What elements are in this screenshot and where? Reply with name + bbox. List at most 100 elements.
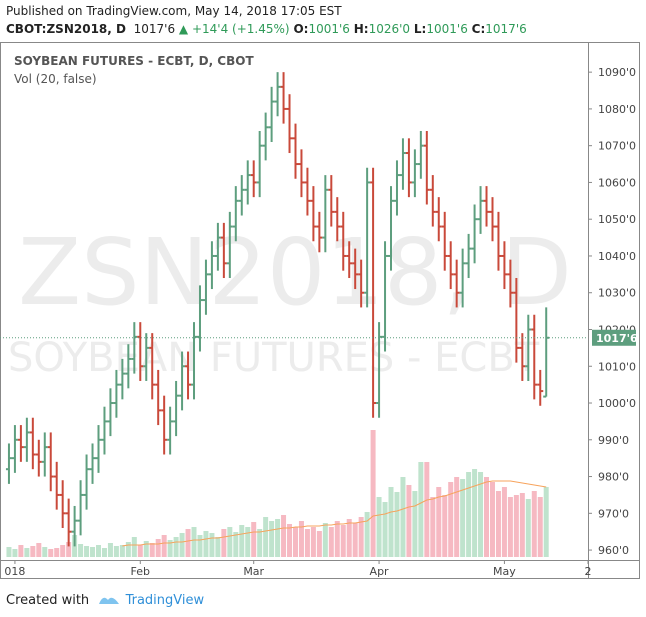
volume-bar [60,545,66,557]
volume-bar [382,502,388,557]
low: 1001'6 [426,22,468,36]
volume-bar [334,521,340,557]
volume-bar [36,543,42,557]
footer: Created with TradingView [6,590,204,608]
y-tick-label: 1040'0 [598,250,636,263]
volume-bar [352,523,358,557]
chart-subtitle: Vol (20, false) [14,72,97,86]
volume-bar [209,533,215,557]
x-tick-label: 2 [585,565,592,578]
volume-bar [412,491,418,557]
volume-bar [394,492,400,557]
volume-bar [84,546,90,557]
tv-logo [99,597,120,604]
volume-bar [125,542,131,557]
volume-bar [257,529,263,557]
volume-bar [131,537,137,557]
volume-bar [227,527,233,557]
volume-bar [78,544,84,557]
y-tick-label: 960'0 [598,544,629,557]
volume-bar [346,519,352,557]
volume-bar [322,523,328,557]
volume-bar [376,497,382,557]
volume-bar [442,495,448,557]
y-tick-label: 1030'0 [598,287,636,300]
volume-bar [179,533,185,557]
volume-bar [316,531,322,557]
volume-bar [90,547,96,557]
volume-bar [513,495,519,557]
volume-bar [531,491,537,557]
header: Published on TradingView.com, May 14, 20… [6,2,527,38]
volume-bar [519,493,525,557]
volume-bar [364,512,370,557]
volume-bar [233,532,239,557]
y-tick-label: 970'0 [598,507,629,520]
open: 1001'6 [308,22,350,36]
volume-bar [191,527,197,557]
brand[interactable]: TradingView [125,593,205,608]
last-price-box [592,329,636,346]
y-tick-label: 980'0 [598,471,629,484]
volume-bar [239,525,245,557]
volume-bar [42,547,48,557]
chart: ZSN2018, D SOYBEAN FUTURES - ECBT SOYBEA… [0,42,640,579]
volume-ma-line [122,480,547,547]
volume-bar [424,462,430,557]
x-tick-label: Apr [370,565,390,578]
chart-frame [0,42,640,579]
created-with: Created with [6,593,90,608]
x-tick-label: Mar [243,565,264,578]
close: 1017'6 [485,22,527,36]
volume-bar [95,545,101,557]
volume-bar [466,472,472,557]
volume-bar [454,477,460,557]
volume-bar [149,543,155,557]
volume-bar [478,472,484,557]
volume-bar [245,527,251,557]
volume-bar [215,537,221,557]
price: 1017'6 [133,22,176,36]
volume-bar [6,547,12,557]
volume-bar [24,548,30,557]
volume-bar [448,482,454,557]
volume-bar [251,522,257,557]
volume-bar [119,545,125,557]
volume-bar [137,545,143,557]
volume-bar [143,541,149,557]
change: +14'4 (+1.45%) [191,22,290,36]
volume-bar [66,542,72,557]
volume-bar [197,535,203,557]
volume-bar [460,479,466,557]
volume-bar [436,487,442,557]
volume-bar [298,521,304,557]
volume-bar [358,517,364,557]
volume-bar [406,485,412,557]
volume-bar [304,529,310,557]
volume-bar [287,524,293,557]
volume-bar [292,527,298,557]
low-label: L: [413,22,427,36]
volume-bar [101,548,107,557]
volume-bar [263,517,269,557]
volume-bar [418,462,424,557]
volume-pane [6,430,549,557]
x-tick-label: May [493,565,516,578]
last-price-label: 1017'6 [596,332,638,345]
volume-bar [30,546,36,557]
high: 1026'0 [368,22,411,36]
volume-bar [113,546,119,557]
y-tick-label: 1050'0 [598,213,636,226]
y-tick-label: 1080'0 [598,103,636,116]
volume-bar [501,487,507,557]
y-tick-label: 990'0 [598,434,629,447]
y-tick-label: 1070'0 [598,140,636,153]
volume-bar [495,491,501,557]
y-tick-label: 1000'0 [598,397,636,410]
open-label: O: [293,22,309,36]
volume-bar [507,497,513,557]
volume-bar [107,543,113,557]
volume-bar [370,430,376,557]
watermark-sub: SOYBEAN FUTURES - ECBT [8,335,540,381]
